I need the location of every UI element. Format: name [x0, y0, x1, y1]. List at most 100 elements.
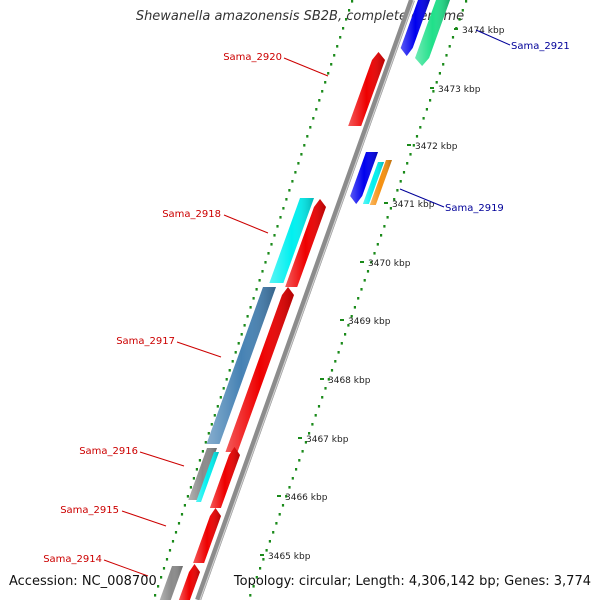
guide-dot: [222, 387, 225, 390]
guide-dot: [393, 198, 396, 201]
guide-dot: [324, 387, 327, 390]
guide-dot: [207, 432, 210, 435]
guide-dot: [330, 63, 333, 66]
gene-label-text[interactable]: Sama_2914: [43, 554, 102, 565]
gene-label-sama-2920[interactable]: Sama_2920: [223, 52, 329, 77]
tick-label: 3471 kbp: [392, 200, 435, 210]
backbone: [195, 0, 415, 600]
gene-label-text[interactable]: Sama_2918: [162, 209, 221, 220]
gene-label-text[interactable]: Sama_2917: [116, 336, 175, 347]
guide-dot: [321, 90, 324, 93]
gene-label-text[interactable]: Sama_2915: [60, 505, 119, 516]
guide-dot: [186, 495, 189, 498]
gene-label-sama-2918[interactable]: Sama_2918: [162, 209, 269, 234]
gene-features: [159, 0, 450, 600]
guide-dot: [171, 540, 175, 543]
gene-red-sama-2917-shading: [225, 287, 294, 452]
inner-dotted-line: [249, 0, 468, 597]
guide-dot: [334, 360, 337, 363]
gene-gray-sama-2916-shading: [188, 448, 217, 500]
backbone-highlight: [199, 0, 415, 600]
guide-dot: [311, 423, 314, 426]
gene-orange-sama-2919-shading: [369, 160, 392, 205]
map-title: Shewanella amazonensis SB2B, complete ge…: [135, 9, 465, 24]
guide-dot: [275, 522, 278, 525]
gene-red-sama-2915-shading: [193, 508, 221, 563]
gene-red-sama-2920-shading: [348, 52, 385, 126]
gene-label-text[interactable]: Sama_2920: [223, 52, 282, 63]
tick-8: 3467 kbp: [298, 435, 349, 445]
tick-label: 3470 kbp: [368, 259, 411, 269]
accession-text: Accession: NC_008700: [9, 574, 157, 589]
guide-dot: [312, 117, 315, 120]
label-leader-line: [223, 214, 269, 234]
gene-red-sama-2918-shading: [285, 199, 326, 287]
guide-dot: [386, 216, 389, 219]
gene-blue-sama-2919-shading: [350, 152, 378, 204]
topology-summary: Topology: circular; Length: 4,306,142 bp…: [233, 574, 591, 589]
guide-dot: [308, 432, 311, 435]
gene-label-sama-2916[interactable]: Sama_2916: [79, 446, 185, 467]
tick-10: 3465 kbp: [260, 552, 311, 562]
guide-dot: [281, 504, 285, 507]
label-leader-line: [139, 451, 185, 467]
gene-cyan-sama-2916: [196, 452, 219, 502]
guide-dot: [285, 495, 288, 498]
guide-dot: [259, 567, 262, 570]
guide-dot: [435, 81, 438, 84]
gene-label-text[interactable]: Sama_2916: [79, 446, 138, 457]
guide-dot: [318, 99, 321, 102]
guide-dot: [267, 252, 270, 255]
guide-dot: [419, 126, 422, 129]
guide-dot: [231, 360, 234, 363]
guide-dot: [165, 558, 169, 561]
guide-dot: [288, 486, 291, 489]
guide-dot: [157, 585, 160, 588]
gene-label-sama-2919[interactable]: Sama_2919: [399, 188, 504, 214]
guide-dot: [183, 504, 186, 507]
gene-gray-sama-2914-shading: [159, 566, 183, 600]
guide-dot: [261, 270, 264, 273]
guide-dot: [366, 270, 370, 273]
gene-gray-sama-2914: [159, 566, 183, 600]
guide-dot: [272, 531, 275, 534]
gene-red-sama-2916: [209, 447, 240, 508]
tick-5: 3470 kbp: [360, 259, 411, 269]
guide-dot: [291, 477, 294, 480]
guide-dot: [465, 0, 468, 3]
dotted-guides: [154, 0, 468, 597]
label-leader-line: [121, 510, 167, 527]
tick-label: 3466 kbp: [285, 493, 328, 503]
guide-dot: [291, 180, 294, 183]
gene-label-sama-2921[interactable]: Sama_2921: [475, 29, 570, 52]
tick-label: 3474 kbp: [462, 26, 505, 36]
gene-label-sama-2917[interactable]: Sama_2917: [116, 336, 222, 358]
label-leader-line: [103, 559, 149, 577]
guide-dot: [249, 306, 252, 309]
guide-dot: [177, 522, 181, 525]
guide-dot: [243, 324, 246, 327]
guide-dot: [321, 396, 324, 399]
gene-label-sama-2915[interactable]: Sama_2915: [60, 505, 167, 527]
guide-dot: [201, 450, 204, 453]
guide-dot: [192, 477, 195, 480]
label-leader-line: [176, 341, 222, 358]
gene-label-sama-2914[interactable]: Sama_2914: [43, 554, 149, 577]
guide-dot: [162, 567, 166, 570]
guide-dot: [304, 441, 307, 444]
gene-label-text[interactable]: Sama_2919: [445, 203, 504, 214]
guide-dot: [255, 288, 258, 291]
gene-label-text[interactable]: Sama_2921: [511, 41, 570, 52]
guide-dot: [279, 216, 282, 219]
gene-orange-sama-2919: [369, 160, 392, 205]
guide-dot: [225, 378, 228, 381]
gene-cyan-sama-2919-shading: [362, 162, 384, 204]
guide-dot: [337, 351, 340, 354]
gene-steelblue-sama-2917: [206, 287, 276, 444]
guide-dot: [389, 207, 392, 210]
guide-dot: [213, 414, 216, 417]
guide-dot: [422, 117, 425, 120]
guide-dot: [249, 594, 252, 597]
guide-dot: [270, 243, 273, 246]
